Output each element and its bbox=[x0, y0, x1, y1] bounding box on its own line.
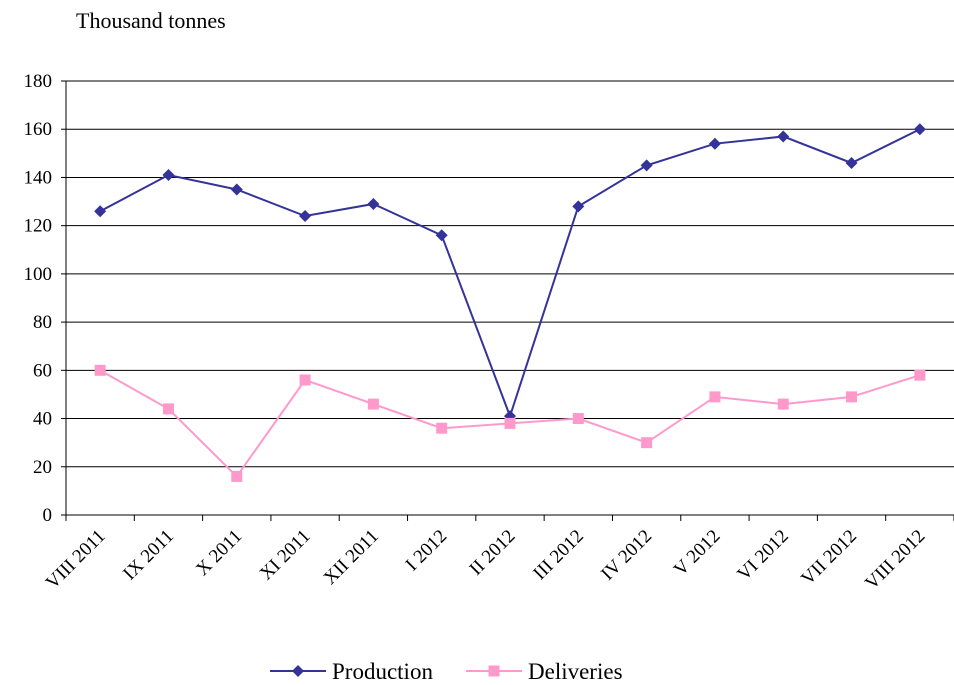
x-tick-label: VIII 2012 bbox=[861, 526, 929, 594]
y-tick-label: 180 bbox=[24, 71, 53, 92]
data-point-deliveries bbox=[572, 413, 584, 425]
x-tick-label: VII 2012 bbox=[797, 526, 861, 590]
x-tick-label: VI 2012 bbox=[734, 526, 793, 585]
data-point-deliveries bbox=[367, 398, 379, 410]
y-tick-label: 140 bbox=[24, 167, 53, 188]
data-point-deliveries bbox=[641, 437, 653, 449]
legend-label-deliveries: Deliveries bbox=[528, 659, 623, 684]
y-tick-label: 80 bbox=[33, 312, 52, 333]
x-tick-label: IX 2011 bbox=[119, 526, 178, 585]
y-tick-label: 160 bbox=[24, 119, 53, 140]
data-point-deliveries bbox=[299, 374, 311, 386]
x-tick-label: I 2012 bbox=[402, 526, 452, 576]
x-tick-label: VIII 2011 bbox=[42, 526, 110, 594]
legend-label-production: Production bbox=[332, 659, 433, 684]
x-tick-label: V 2012 bbox=[670, 526, 725, 581]
data-point-production bbox=[299, 210, 312, 223]
data-point-production bbox=[162, 169, 175, 182]
data-point-production bbox=[435, 229, 448, 242]
data-point-deliveries bbox=[914, 369, 926, 381]
y-tick-label: 20 bbox=[33, 457, 52, 478]
x-tick-label: XI 2011 bbox=[256, 526, 315, 585]
data-point-deliveries bbox=[231, 470, 243, 482]
data-point-deliveries bbox=[436, 422, 448, 434]
data-point-production bbox=[572, 200, 585, 213]
y-tick-label: 0 bbox=[43, 505, 53, 526]
x-tick-label: II 2012 bbox=[466, 526, 520, 580]
data-point-deliveries bbox=[162, 403, 174, 415]
data-point-deliveries bbox=[504, 417, 516, 429]
y-tick-label: 100 bbox=[24, 264, 53, 285]
data-point-deliveries bbox=[846, 391, 858, 403]
data-point-production bbox=[367, 197, 380, 210]
series-line-production bbox=[99, 128, 921, 420]
y-tick-label: 60 bbox=[33, 360, 52, 381]
data-point-production bbox=[640, 159, 653, 172]
data-point-production bbox=[94, 205, 107, 218]
data-point-production bbox=[845, 156, 858, 169]
data-point-production bbox=[708, 137, 721, 150]
x-tick-label: IV 2012 bbox=[597, 526, 656, 585]
x-tick-label: III 2012 bbox=[529, 526, 588, 585]
x-tick-label: XII 2011 bbox=[320, 526, 383, 589]
y-axis-unit-label: Thousand tonnes bbox=[76, 8, 226, 33]
data-point-production bbox=[913, 123, 926, 136]
data-point-deliveries bbox=[94, 364, 106, 376]
legend-marker-production bbox=[292, 665, 304, 677]
y-tick-label: 40 bbox=[33, 409, 52, 430]
data-point-production bbox=[777, 130, 790, 143]
data-point-deliveries bbox=[709, 391, 721, 403]
legend-marker-deliveries bbox=[488, 665, 500, 677]
data-point-deliveries bbox=[777, 398, 789, 410]
x-tick-label: X 2011 bbox=[192, 526, 246, 580]
y-tick-label: 120 bbox=[24, 216, 53, 237]
data-point-production bbox=[230, 183, 243, 196]
